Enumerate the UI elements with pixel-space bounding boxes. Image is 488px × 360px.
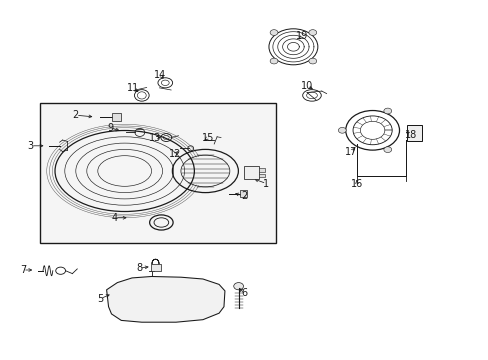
Bar [239, 190, 247, 197]
Text: 1: 1 [263, 179, 269, 189]
Bar [112, 113, 121, 121]
Polygon shape [106, 276, 224, 322]
Text: 5: 5 [97, 294, 103, 304]
Text: 8: 8 [136, 263, 142, 273]
Text: 14: 14 [154, 70, 166, 80]
Bar [150, 264, 161, 271]
Circle shape [269, 58, 277, 64]
Text: 19: 19 [295, 31, 308, 41]
Bar [259, 168, 264, 172]
Circle shape [269, 30, 277, 35]
Bar [406, 125, 422, 141]
Circle shape [383, 147, 391, 153]
Text: 17: 17 [344, 147, 357, 157]
Text: 4: 4 [112, 213, 118, 223]
Circle shape [233, 283, 243, 290]
Bar [244, 166, 259, 179]
Text: 2: 2 [241, 191, 247, 201]
Circle shape [308, 58, 316, 64]
Text: 6: 6 [241, 288, 247, 298]
Text: 10: 10 [300, 81, 313, 91]
Text: 3: 3 [28, 141, 34, 151]
Text: 11: 11 [126, 83, 139, 93]
Circle shape [308, 30, 316, 35]
FancyBboxPatch shape [40, 103, 276, 243]
Text: 7: 7 [20, 265, 26, 275]
Text: 18: 18 [404, 130, 416, 140]
Text: 2: 2 [73, 110, 79, 120]
Bar [259, 174, 264, 177]
Text: 12: 12 [168, 149, 181, 159]
Text: 13: 13 [149, 132, 162, 143]
Text: 9: 9 [107, 123, 113, 133]
Circle shape [383, 108, 391, 114]
Text: 15: 15 [201, 132, 214, 143]
Text: 16: 16 [350, 179, 363, 189]
Circle shape [338, 127, 346, 133]
